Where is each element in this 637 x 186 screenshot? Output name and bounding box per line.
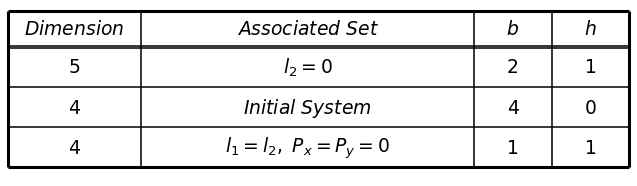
Text: 1: 1 [585, 139, 596, 158]
Text: 0: 0 [585, 99, 596, 118]
Text: 4: 4 [69, 139, 80, 158]
Text: 1: 1 [507, 139, 519, 158]
Text: 5: 5 [69, 58, 80, 77]
Text: $l_2 = 0$: $l_2 = 0$ [283, 57, 333, 79]
Text: 2: 2 [507, 58, 519, 77]
Text: 4: 4 [69, 99, 80, 118]
Text: $\mathit{Dimension}$: $\mathit{Dimension}$ [24, 20, 125, 39]
Text: 4: 4 [507, 99, 519, 118]
Text: $\mathit{h}$: $\mathit{h}$ [584, 20, 597, 39]
Text: $\mathit{b}$: $\mathit{b}$ [506, 20, 519, 39]
Text: $l_1 = l_2,\ P_x = P_y = 0$: $l_1 = l_2,\ P_x = P_y = 0$ [225, 135, 390, 161]
Text: $\mathit{Initial\ System}$: $\mathit{Initial\ System}$ [243, 97, 372, 120]
Text: 1: 1 [585, 58, 596, 77]
Text: $\mathit{Associated\ Set}$: $\mathit{Associated\ Set}$ [236, 20, 378, 39]
